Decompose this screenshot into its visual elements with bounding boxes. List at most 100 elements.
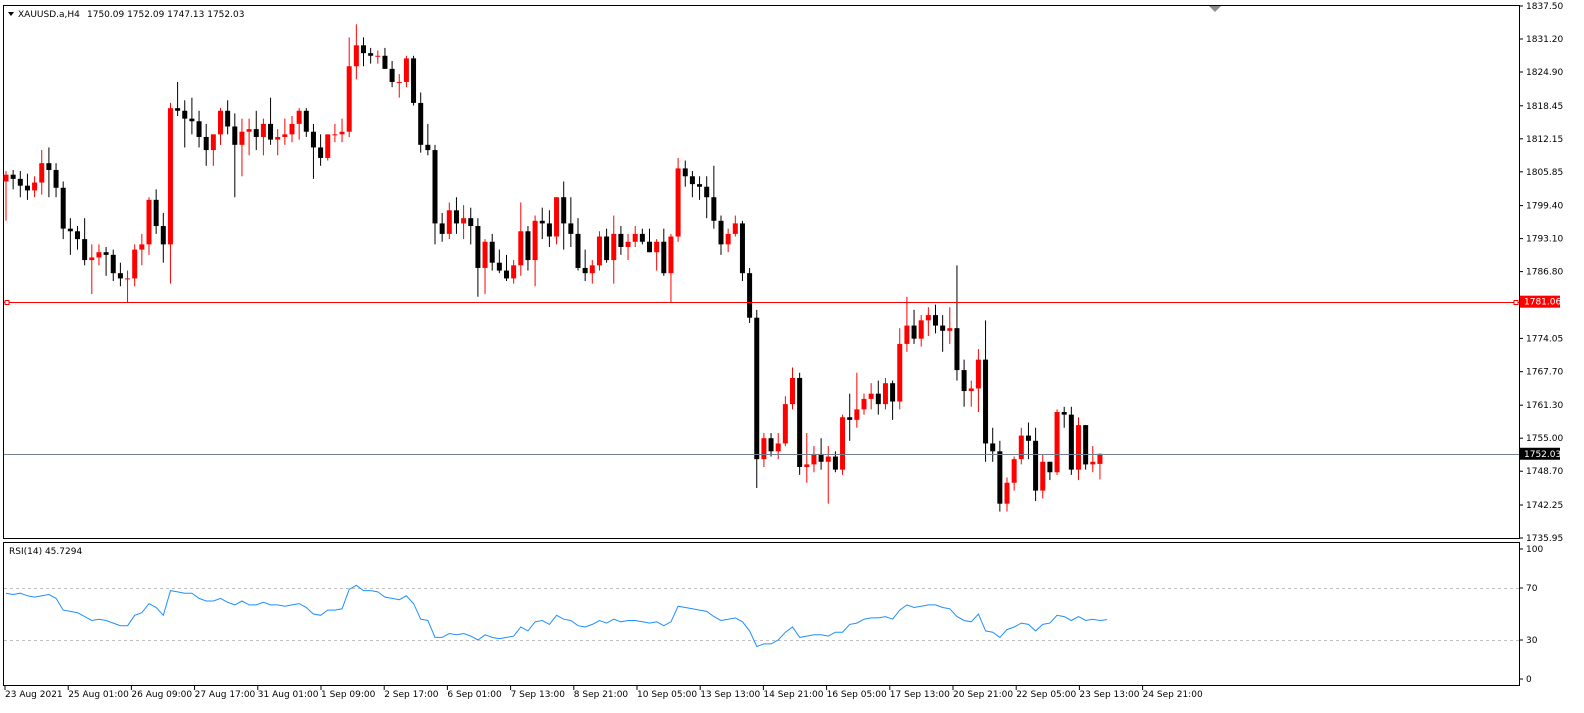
candle xyxy=(253,110,259,151)
candle xyxy=(947,307,953,344)
candle xyxy=(175,81,181,117)
candle-body xyxy=(468,218,474,227)
candle xyxy=(482,239,488,295)
price-tick-label: 1818.45 xyxy=(1526,102,1563,112)
candle-body xyxy=(589,265,595,274)
candle-body xyxy=(1040,461,1046,491)
candle-body xyxy=(525,231,531,261)
candle xyxy=(732,215,738,237)
candle xyxy=(697,176,703,200)
price-tick-label: 1799.40 xyxy=(1526,202,1563,212)
candle-body xyxy=(983,359,989,444)
candle-body xyxy=(160,226,166,245)
candle-body xyxy=(975,359,981,389)
candle xyxy=(239,118,245,177)
collapse-triangle-icon[interactable] xyxy=(8,12,14,16)
candle xyxy=(968,380,974,407)
candle xyxy=(589,260,595,284)
candle-body xyxy=(382,55,388,69)
candle-body xyxy=(318,147,324,158)
candle-body xyxy=(75,231,80,240)
candle xyxy=(275,129,281,156)
time-tick-label: 31 Aug 01:00 xyxy=(258,690,319,700)
candle xyxy=(296,108,302,140)
candle xyxy=(396,74,402,98)
candle-body xyxy=(60,187,66,229)
candle-body xyxy=(125,278,131,280)
candle xyxy=(997,440,1003,512)
candle-body xyxy=(554,197,560,237)
candle-body xyxy=(768,438,774,452)
rsi-label: RSI(14) 45.7294 xyxy=(9,547,82,557)
candle-body xyxy=(1076,425,1081,470)
candle-body xyxy=(139,244,145,250)
candle xyxy=(1025,422,1031,460)
candle xyxy=(303,108,309,137)
time-tick-label: 17 Sep 13:00 xyxy=(890,690,950,700)
candle-body xyxy=(310,131,316,148)
candle xyxy=(282,118,288,145)
candle xyxy=(10,169,16,190)
candle xyxy=(925,307,931,337)
candle xyxy=(1018,427,1024,465)
price-tick-label: 1793.10 xyxy=(1526,235,1563,245)
price-tick-label: 1812.15 xyxy=(1526,135,1563,145)
candle-body xyxy=(954,328,960,371)
time-tick-label: 23 Sep 13:00 xyxy=(1079,690,1139,700)
candle-body xyxy=(39,163,45,183)
candle xyxy=(561,181,567,250)
time-tick-label: 2 Sep 17:00 xyxy=(384,690,439,700)
rsi-tick-label: 100 xyxy=(1526,545,1543,555)
candle-body xyxy=(797,377,803,468)
candle-body xyxy=(89,257,95,261)
candle xyxy=(67,218,73,255)
candle xyxy=(446,202,452,240)
candle xyxy=(432,144,438,245)
candle xyxy=(639,228,645,245)
candle-body xyxy=(725,233,731,245)
candle-body xyxy=(1033,440,1039,491)
candle xyxy=(797,372,803,475)
candle xyxy=(139,233,145,266)
shift-marker-icon[interactable] xyxy=(1209,6,1221,12)
candle-body xyxy=(53,169,59,188)
candle-body xyxy=(411,58,417,103)
candle-body xyxy=(232,126,238,145)
candle xyxy=(940,315,946,352)
candle-body xyxy=(940,325,946,331)
candle xyxy=(747,267,753,323)
candle-body xyxy=(811,453,817,465)
candle xyxy=(1033,427,1039,502)
resistance-price-badge: 1781.06 xyxy=(1524,298,1561,308)
time-tick-label: 14 Sep 21:00 xyxy=(763,690,823,700)
candle-body xyxy=(403,58,409,82)
candle-body xyxy=(1054,412,1060,473)
time-tick-label: 24 Sep 21:00 xyxy=(1143,690,1203,700)
candle-body xyxy=(175,108,181,111)
candle xyxy=(897,328,903,410)
candle-body xyxy=(339,131,345,135)
price-tick-label: 1742.25 xyxy=(1526,501,1563,511)
candle xyxy=(96,244,102,266)
candle-body xyxy=(260,123,266,137)
price-tick-label: 1837.50 xyxy=(1526,2,1563,12)
candle-body xyxy=(461,218,467,224)
candle xyxy=(761,432,767,468)
candle-body xyxy=(697,184,703,187)
candle xyxy=(425,123,431,156)
candle xyxy=(504,254,509,282)
candle xyxy=(160,212,166,263)
candle-body xyxy=(1018,435,1024,460)
candle xyxy=(475,218,481,297)
candle xyxy=(1040,453,1046,499)
candle-body xyxy=(732,223,738,234)
candle xyxy=(625,233,631,261)
candle-body xyxy=(432,150,438,224)
candle-body xyxy=(17,178,23,186)
candle xyxy=(1097,453,1103,480)
candle-body xyxy=(532,220,538,261)
candle xyxy=(3,171,9,221)
candle-body xyxy=(890,383,896,402)
candle-body xyxy=(46,163,52,170)
candle xyxy=(468,207,474,245)
